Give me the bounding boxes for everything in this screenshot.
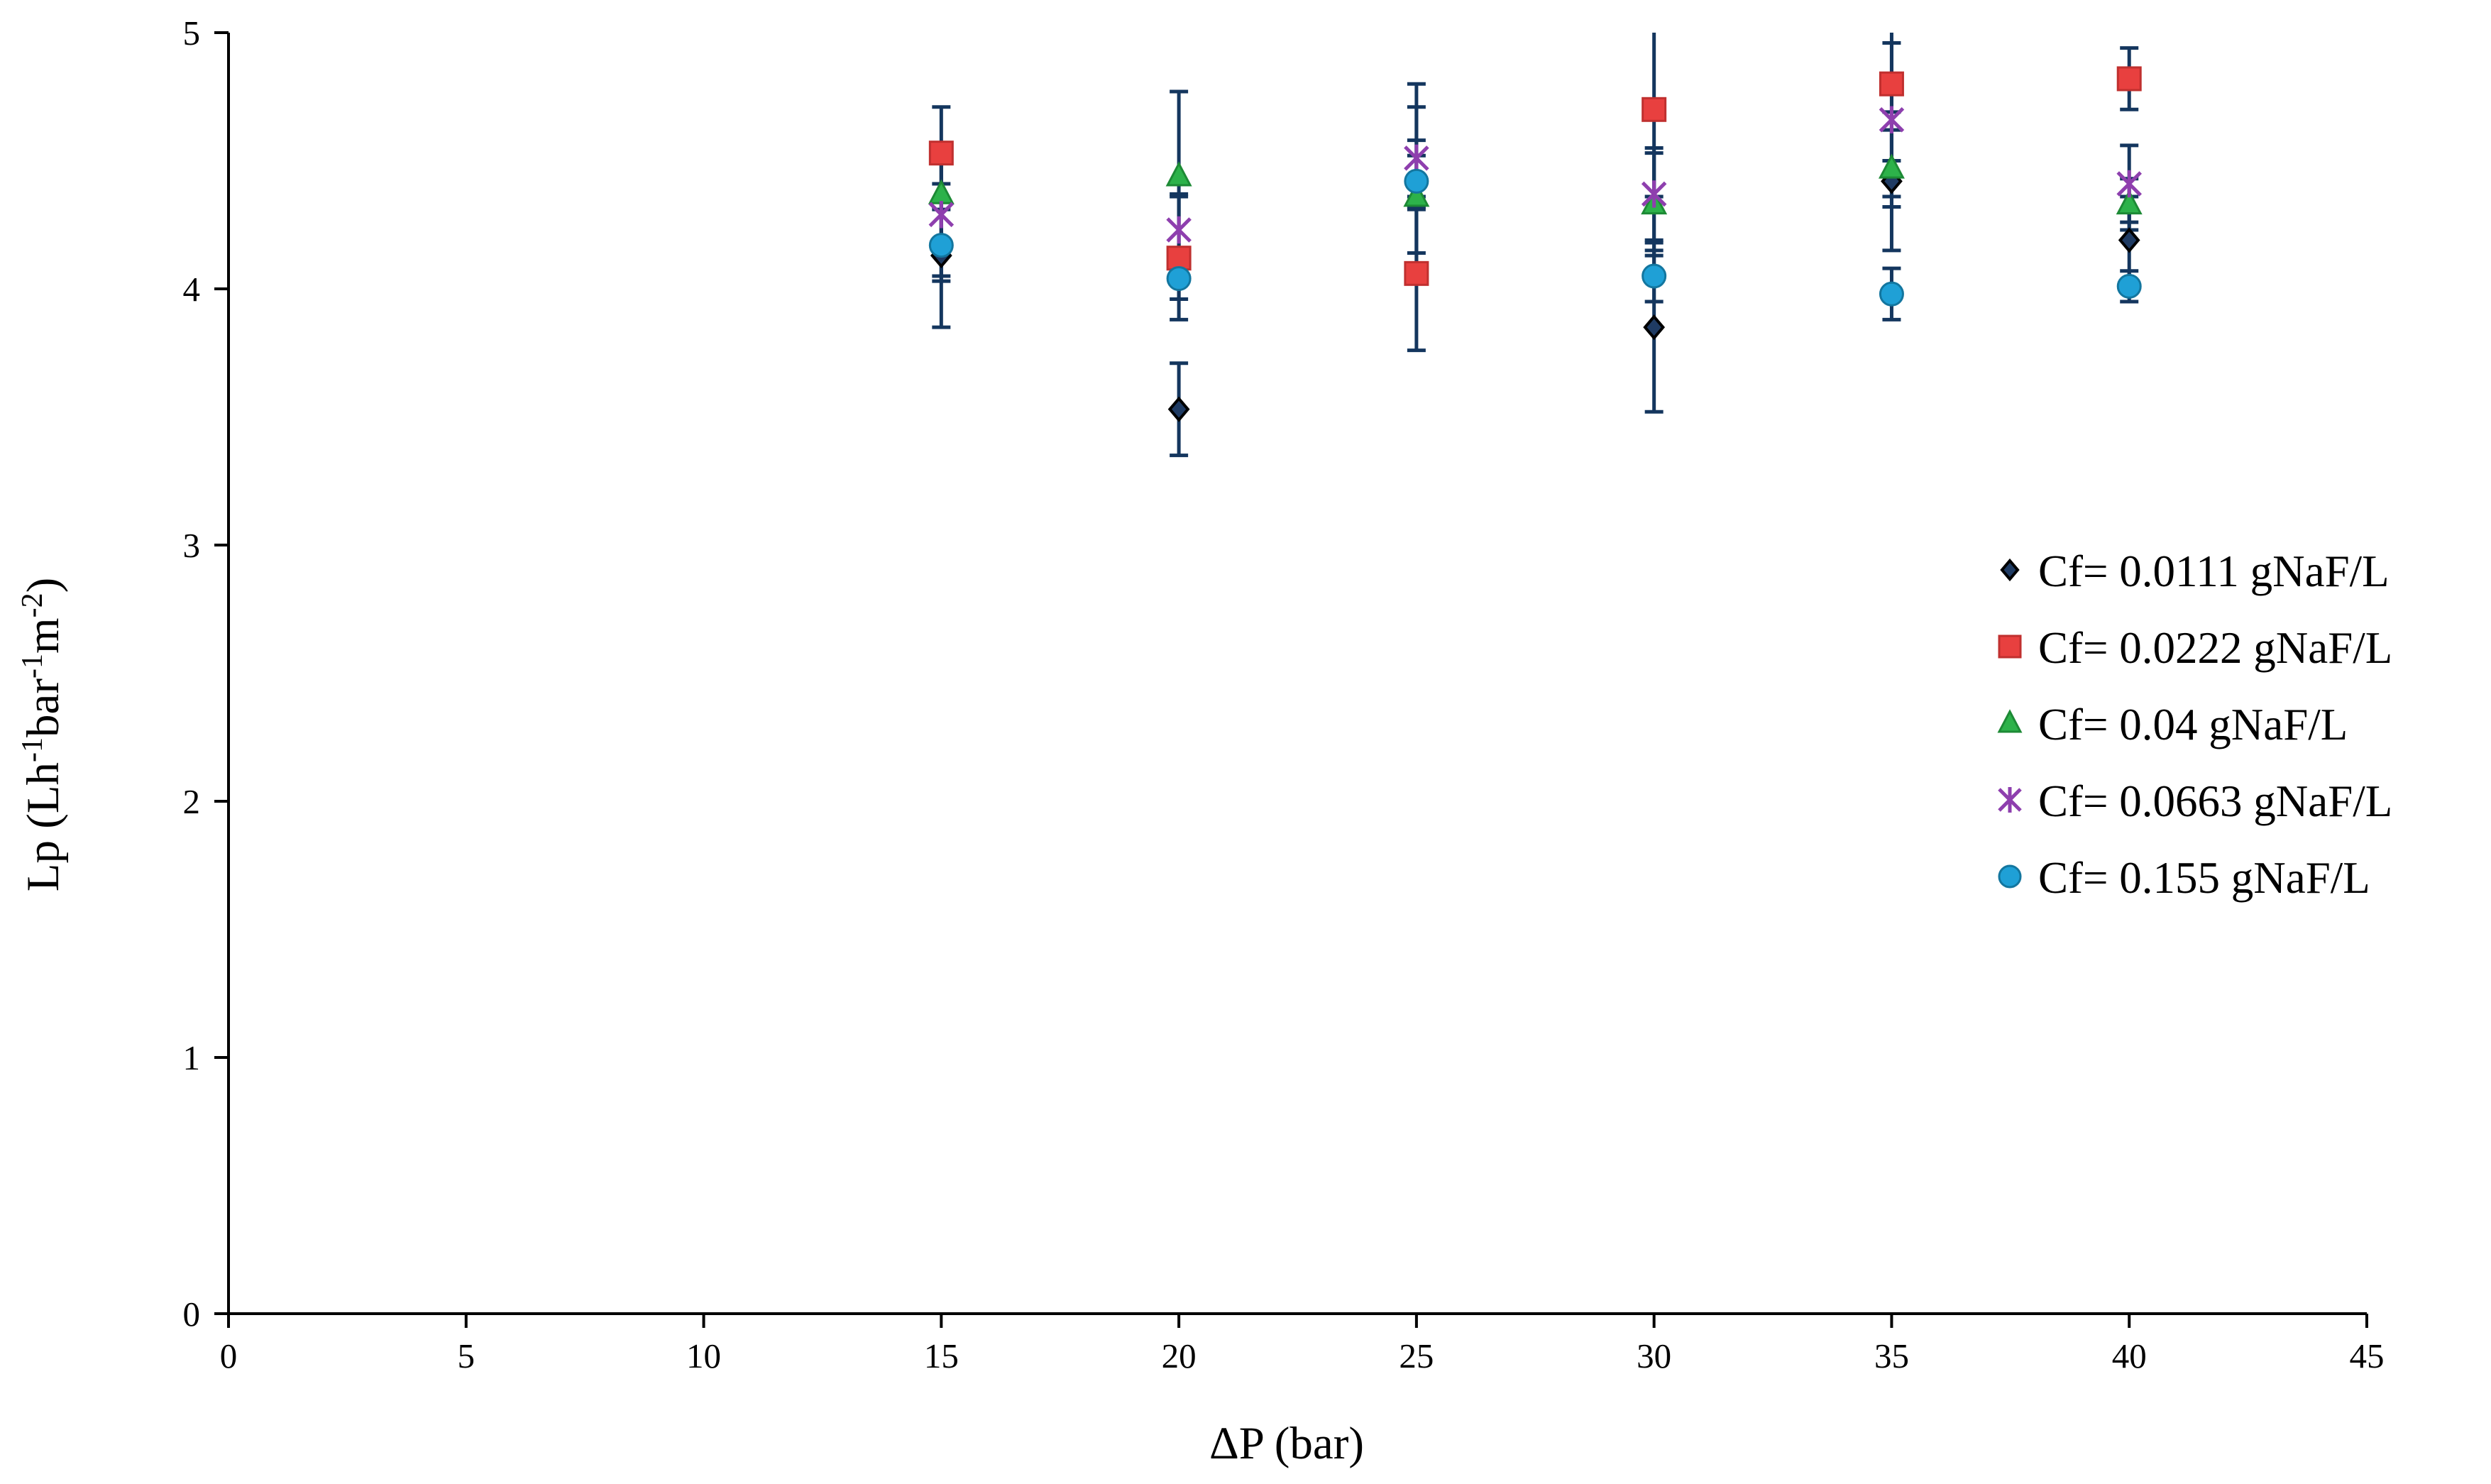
legend-item: Cf= 0.0663 gNaF/L [1998, 776, 2392, 826]
y-tick-label: 5 [183, 13, 201, 53]
legend-item: Cf= 0.0111 gNaF/L [2000, 546, 2390, 596]
x-tick-label: 20 [1162, 1336, 1197, 1375]
legend-marker [1997, 709, 2023, 733]
y-tick-label: 1 [183, 1038, 201, 1077]
x-axis-title: ΔP (bar) [1209, 1418, 1364, 1469]
legend-marker [1998, 787, 2022, 813]
x-tick-label: 25 [1399, 1336, 1434, 1375]
error-bars [932, 33, 2139, 458]
legend-item: Cf= 0.04 gNaF/L [1997, 700, 2348, 749]
y-tick-label: 0 [183, 1295, 201, 1334]
data-point [928, 141, 954, 166]
y-tick-label: 4 [183, 270, 201, 309]
data-point [2116, 66, 2142, 92]
data-point [2118, 227, 2140, 253]
y-axis-title: Lp (Lh-1bar-1m-2) [16, 578, 69, 892]
legend-marker [1998, 864, 2022, 889]
legend-item: Cf= 0.155 gNaF/L [1998, 853, 2370, 903]
data-point [928, 201, 955, 229]
data-point [1404, 260, 1429, 286]
data-point [1643, 314, 1666, 341]
legend-label: Cf= 0.0663 gNaF/L [2038, 776, 2392, 826]
data-point [1879, 106, 1905, 133]
legend-marker [2000, 558, 2020, 582]
x-tick-label: 10 [686, 1336, 721, 1375]
data-point [1404, 144, 1429, 172]
data-markers [928, 66, 2143, 422]
data-point [1166, 246, 1192, 271]
data-point [1404, 168, 1429, 194]
legend-label: Cf= 0.04 gNaF/L [2038, 700, 2348, 749]
data-point [2116, 189, 2143, 215]
data-point [1878, 153, 1905, 179]
y-tick-label: 3 [183, 526, 201, 565]
x-tick-label: 40 [2112, 1336, 2147, 1375]
data-point [1879, 281, 1904, 307]
legend-item: Cf= 0.0222 gNaF/L [1998, 623, 2392, 673]
data-point [1642, 97, 1667, 122]
x-tick-label: 15 [924, 1336, 959, 1375]
legend-label: Cf= 0.155 gNaF/L [2038, 853, 2370, 903]
data-point [1641, 180, 1667, 208]
x-tick-label: 45 [2350, 1336, 2385, 1375]
legend-label: Cf= 0.0111 gNaF/L [2038, 546, 2390, 596]
x-tick-label: 5 [458, 1336, 475, 1375]
data-point [1166, 216, 1192, 244]
data-point [1165, 161, 1192, 187]
legend-marker [1998, 634, 2022, 659]
legend: Cf= 0.0111 gNaF/L Cf= 0.0222 gNaF/L Cf= 0.… [1997, 546, 2392, 903]
data-point [928, 233, 954, 258]
data-point [2116, 273, 2142, 299]
legend-label: Cf= 0.0222 gNaF/L [2038, 623, 2392, 673]
data-point [1879, 71, 1904, 97]
data-point [1642, 263, 1667, 289]
data-point [1403, 182, 1430, 207]
data-point [1167, 396, 1190, 422]
x-tick-label: 0 [220, 1336, 238, 1375]
data-point [1166, 266, 1192, 292]
data-point [2116, 170, 2142, 198]
x-tick-label: 35 [1874, 1336, 1909, 1375]
y-tick-label: 2 [183, 782, 201, 821]
x-tick-label: 30 [1637, 1336, 1671, 1375]
